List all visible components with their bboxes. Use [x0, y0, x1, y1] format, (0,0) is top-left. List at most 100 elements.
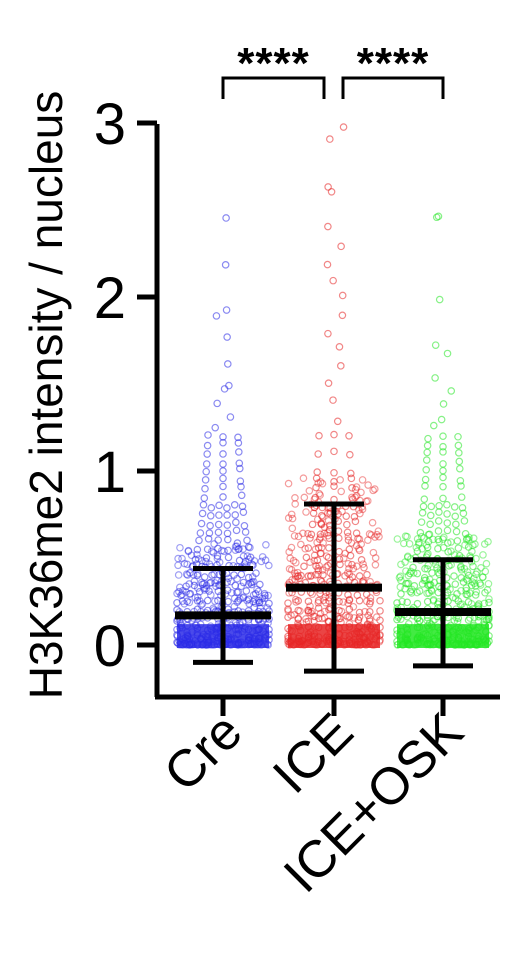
data-point: [362, 597, 371, 606]
data-point: [247, 580, 256, 589]
data-point: [324, 379, 333, 387]
x-ticks: [220, 697, 446, 716]
data-point: [291, 569, 299, 577]
data-point: [307, 571, 315, 580]
data-point: [425, 530, 434, 539]
data-point: [243, 552, 252, 560]
data-point: [459, 509, 468, 518]
data-point: [217, 546, 226, 555]
data-point: [314, 479, 322, 487]
data-point: [393, 599, 401, 607]
data-point: [233, 598, 241, 606]
data-point: [239, 593, 248, 601]
data-point: [352, 529, 361, 538]
data-point: [296, 607, 304, 615]
data-point: [376, 607, 384, 615]
data-point: [462, 590, 471, 599]
data-point: [285, 548, 293, 556]
data-point: [485, 598, 493, 607]
data-point: [469, 562, 477, 571]
data-point: [346, 469, 355, 478]
data-point: [352, 541, 361, 550]
data-point: [345, 595, 354, 604]
data-point: [435, 537, 443, 546]
data-point: [232, 542, 241, 550]
data-point: [316, 491, 324, 499]
data-point: [219, 482, 227, 491]
data-point: [404, 579, 413, 588]
data-point: [403, 598, 412, 607]
data-point: [316, 530, 325, 539]
data-point: [197, 519, 206, 528]
data-point: [250, 603, 258, 612]
data-point: [431, 615, 439, 624]
data-point: [205, 587, 213, 595]
data-point: [299, 529, 307, 538]
data-point: [439, 460, 447, 468]
data-point: [191, 593, 200, 602]
data-point: [200, 573, 209, 581]
data-point: [257, 557, 266, 566]
data-point: [310, 612, 318, 621]
data-point: [215, 511, 223, 519]
data-point: [365, 615, 374, 623]
data-point: [178, 590, 187, 599]
data-point: [344, 559, 352, 568]
data-point: [354, 616, 363, 624]
data-point: [327, 187, 336, 196]
data-point: [397, 560, 405, 569]
y-axis-label: H3K36me2 intensity / nucleus: [20, 91, 72, 700]
data-point: [287, 543, 296, 552]
data-point: [363, 497, 372, 505]
data-point: [464, 535, 473, 544]
data-point: [329, 276, 337, 285]
data-point: [195, 587, 204, 596]
data-point: [424, 561, 432, 570]
data-point: [248, 573, 257, 581]
data-point: [439, 543, 448, 552]
data-point: [211, 579, 219, 587]
data-point: [484, 537, 492, 546]
data-point: [338, 291, 347, 300]
data-point: [313, 538, 321, 547]
data-point: [223, 504, 231, 512]
data-point: [483, 586, 492, 594]
data-point: [320, 614, 329, 622]
data-point: [308, 607, 316, 616]
data-point: [236, 595, 244, 603]
data-point: [292, 598, 300, 606]
data-point: [414, 540, 423, 548]
data-point: [481, 588, 489, 597]
data-point: [424, 434, 432, 443]
data-point: [447, 387, 456, 395]
data-point: [308, 520, 317, 529]
data-point: [288, 514, 297, 523]
data-point: [355, 608, 364, 617]
data-point: [455, 449, 463, 457]
data-point: [215, 558, 224, 567]
data-point: [413, 535, 422, 543]
data-point: [358, 476, 367, 484]
data-point: [219, 493, 227, 501]
data-point: [421, 475, 430, 484]
data-point: [454, 432, 462, 441]
data-point: [440, 533, 448, 542]
data-point: [439, 473, 447, 482]
data-point: [405, 539, 414, 548]
data-point: [439, 448, 447, 456]
data-point: [239, 594, 247, 602]
data-point: [297, 571, 305, 580]
significance-brackets: **** ****: [221, 39, 445, 99]
data-point: [467, 599, 476, 608]
data-point: [189, 570, 198, 579]
data-point: [370, 485, 379, 493]
data-point: [219, 474, 227, 483]
data-point: [244, 580, 253, 589]
data-point: [434, 535, 443, 544]
data-point: [464, 543, 473, 551]
data-point: [470, 574, 478, 583]
data-point: [317, 520, 326, 529]
data-point: [365, 530, 374, 538]
data-point: [284, 605, 292, 614]
data-point: [202, 581, 211, 590]
